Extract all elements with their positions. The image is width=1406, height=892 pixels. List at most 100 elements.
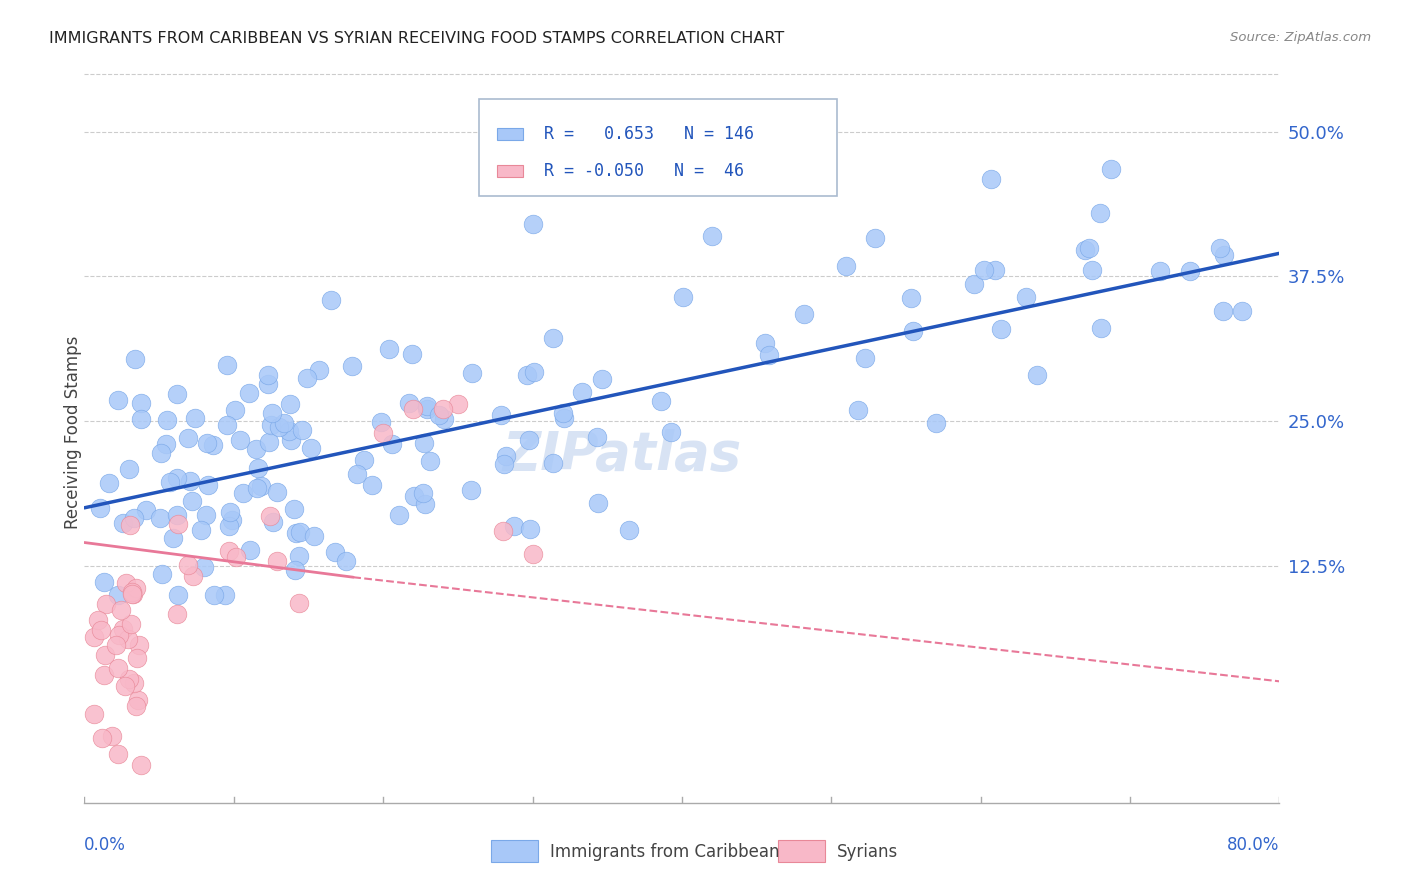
- Point: [98, 476, 121, 491]
- Point: [177, 558, 200, 572]
- Point: [149, 511, 172, 525]
- Point: [124, 675, 146, 690]
- Point: [361, 477, 384, 491]
- Point: [159, 475, 181, 489]
- Point: [402, 489, 425, 503]
- Point: [225, 550, 247, 565]
- Point: [461, 366, 484, 380]
- Point: [346, 467, 368, 481]
- Point: [793, 307, 815, 321]
- Point: [118, 462, 141, 476]
- Point: [108, 628, 131, 642]
- Point: [89, 500, 111, 515]
- Point: [193, 560, 215, 574]
- Point: [179, 474, 201, 488]
- Point: [447, 397, 470, 411]
- Point: [659, 425, 682, 439]
- Y-axis label: Receiving Food Stamps: Receiving Food Stamps: [65, 336, 82, 529]
- Point: [83, 707, 105, 722]
- Point: [412, 435, 434, 450]
- Point: [962, 277, 984, 291]
- FancyBboxPatch shape: [778, 840, 825, 862]
- Point: [990, 322, 1012, 336]
- Point: [1090, 321, 1112, 335]
- Point: [522, 218, 544, 232]
- Point: [754, 336, 776, 351]
- Point: [284, 525, 307, 540]
- Point: [190, 523, 212, 537]
- Point: [1209, 240, 1232, 254]
- Text: Immigrants from Caribbean: Immigrants from Caribbean: [551, 843, 780, 861]
- Point: [166, 508, 188, 522]
- Point: [1213, 248, 1236, 262]
- Point: [232, 486, 254, 500]
- Point: [401, 347, 423, 361]
- Point: [156, 413, 179, 427]
- Point: [283, 502, 305, 516]
- Point: [202, 588, 225, 602]
- Point: [128, 638, 150, 652]
- Point: [256, 368, 278, 382]
- Point: [166, 607, 188, 621]
- Point: [93, 575, 115, 590]
- Point: [304, 529, 326, 543]
- Point: [245, 442, 267, 456]
- Point: [1026, 368, 1049, 383]
- Point: [517, 433, 540, 447]
- Point: [571, 384, 593, 399]
- Point: [238, 386, 260, 401]
- Point: [195, 436, 218, 450]
- Point: [980, 172, 1002, 186]
- Point: [297, 371, 319, 385]
- Point: [118, 673, 141, 687]
- Text: 80.0%: 80.0%: [1227, 836, 1279, 855]
- Point: [107, 393, 129, 408]
- Point: [247, 461, 270, 475]
- Point: [259, 434, 281, 449]
- Point: [177, 431, 200, 445]
- Point: [94, 597, 117, 611]
- Point: [863, 231, 886, 245]
- Point: [267, 419, 290, 434]
- Point: [266, 554, 288, 568]
- Point: [127, 693, 149, 707]
- Point: [323, 545, 346, 559]
- Point: [299, 442, 322, 456]
- Point: [124, 352, 146, 367]
- Point: [150, 566, 173, 581]
- Point: [901, 324, 924, 338]
- Point: [218, 543, 240, 558]
- Point: [87, 613, 110, 627]
- Point: [100, 730, 122, 744]
- Point: [224, 402, 246, 417]
- Point: [398, 395, 420, 409]
- Point: [619, 523, 641, 537]
- Point: [167, 516, 190, 531]
- Point: [90, 624, 112, 638]
- Point: [835, 259, 858, 273]
- Point: [758, 347, 780, 361]
- Point: [121, 585, 143, 599]
- Point: [586, 429, 609, 443]
- Point: [432, 402, 454, 417]
- Point: [984, 262, 1007, 277]
- Point: [131, 758, 153, 772]
- Point: [433, 411, 456, 425]
- Point: [370, 415, 392, 429]
- Point: [260, 406, 283, 420]
- Point: [129, 395, 152, 409]
- Point: [167, 588, 190, 602]
- Point: [494, 458, 516, 472]
- Point: [489, 409, 512, 423]
- Point: [221, 513, 243, 527]
- Point: [125, 699, 148, 714]
- Text: R = -0.050   N =  46: R = -0.050 N = 46: [544, 162, 744, 180]
- Point: [460, 483, 482, 498]
- Point: [353, 452, 375, 467]
- Point: [523, 365, 546, 379]
- Point: [217, 358, 239, 372]
- Point: [1178, 263, 1201, 277]
- Point: [107, 660, 129, 674]
- Point: [340, 359, 363, 374]
- Point: [104, 638, 127, 652]
